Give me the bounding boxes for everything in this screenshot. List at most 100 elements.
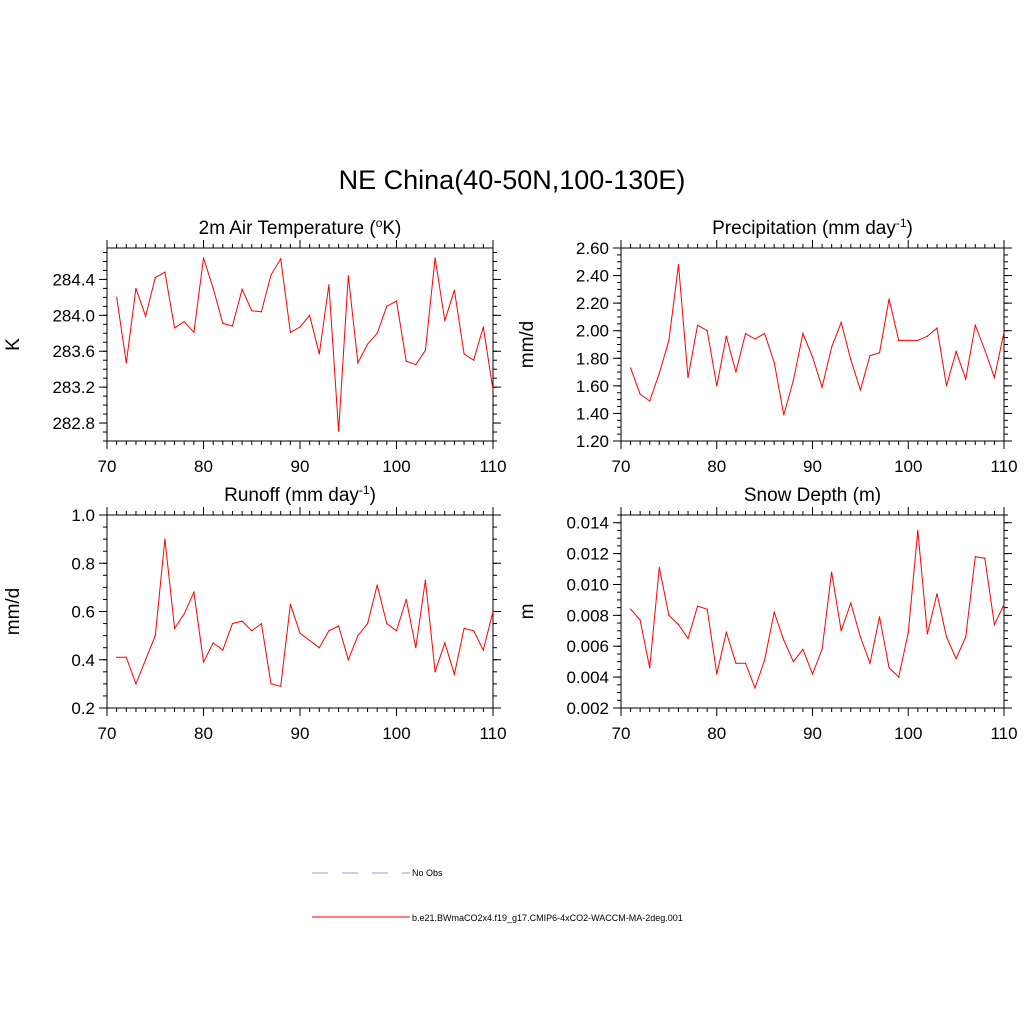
data-point [974,556,976,558]
y-tick-label: 0.010 [566,575,609,594]
panel-title-unit: ) [370,485,376,506]
data-point [850,602,852,604]
x-tick-label: 110 [990,724,1017,743]
data-point [993,624,996,626]
y-tick-label: 284.0 [52,306,95,325]
data-point [936,327,938,329]
data-point [993,376,996,379]
data-point [898,676,900,678]
y-tick-label: 0.8 [71,554,95,573]
data-point [328,284,330,286]
y-tick-label: 1.40 [576,404,609,423]
panel-title-unit: ) [907,218,913,239]
data-point [444,320,446,322]
x-tick-label: 90 [803,724,822,743]
data-point [735,371,737,373]
y-tick-label: 0.014 [566,514,609,533]
data-point [811,356,814,358]
data-point [463,627,465,629]
data-point [821,648,823,650]
x-tick-label: 70 [98,724,117,743]
x-tick-label: 100 [382,724,410,743]
data-point [697,324,699,326]
data-point [677,624,680,626]
y-tick-label: 284.4 [52,270,95,289]
data-point [309,314,311,316]
data-point [125,362,127,364]
data-point [116,296,118,298]
data-point [453,289,455,291]
data-point [434,671,436,673]
data-point [386,305,388,307]
panel-title-unit: K) [382,218,401,239]
x-tick-label: 100 [894,457,922,476]
panel-title: 2m Air Temperature (oK) [199,216,402,239]
data-point [453,673,455,675]
data-point [725,631,727,633]
data-point [965,378,967,380]
data-point [241,288,243,290]
plot-frame [620,247,1005,442]
data-point [193,591,195,593]
data-point [773,611,775,613]
y-tick-label: 0.012 [566,545,609,564]
data-point [415,647,417,649]
y-tick-label: 0.004 [566,668,609,687]
data-point [658,372,660,375]
data-point [492,610,494,613]
data-point [783,414,785,416]
y-axis-label: K [3,338,24,351]
legend [312,872,410,918]
data-point [926,633,929,635]
data-point [231,622,234,625]
panel-title: Precipitation (mm day-1) [712,216,913,239]
y-tick-label: 282.8 [52,414,95,433]
legend-label-model: b.e21.BWmaCO2x4.f19_g17.CMIP6-4xCO2-WACC… [412,913,683,923]
y-tick-label: 0.2 [71,699,95,718]
data-point [164,538,166,540]
data-point [183,321,185,323]
y-tick-label: 0.6 [71,603,95,622]
data-point [424,579,427,581]
data-point [629,367,632,369]
data-point [173,627,176,629]
data-point [792,379,794,381]
data-point [415,364,417,366]
data-point [802,648,804,650]
data-point [280,258,282,260]
data-point [135,683,137,685]
plot-frame [106,247,494,442]
y-tick-label: 1.20 [576,432,609,451]
series-line [116,539,494,687]
data-point [270,683,272,685]
data-point [241,620,243,622]
y-tick-label: 283.2 [52,378,95,397]
data-point [917,339,919,341]
panel-2: 70 80 90 100 110 1.20 1.40 1.60 1.80 2.00 2.20 2.40… [517,216,1018,476]
series-line [116,257,494,432]
data-point [405,598,407,601]
data-point [984,557,986,559]
x-tick-label: 80 [707,457,726,476]
data-point [164,271,166,273]
legend-label-obs: No Obs [412,868,443,878]
data-point [639,619,641,621]
data-point [338,625,340,627]
data-point [309,639,311,642]
data-point [984,349,986,351]
data-point [840,630,842,632]
data-point [878,352,881,354]
data-point [154,277,156,279]
data-point [347,659,349,661]
plot-frame [620,514,1005,709]
data-point [492,389,494,391]
data-point [716,673,718,675]
data-point [668,339,670,341]
data-point [260,622,262,625]
data-point [202,257,205,259]
y-tick-label: 1.60 [576,377,609,396]
data-point [202,661,205,663]
data-point [764,659,766,661]
x-tick-label: 70 [98,457,117,476]
